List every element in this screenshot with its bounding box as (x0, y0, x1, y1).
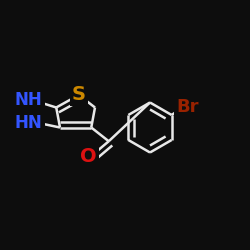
Text: Br: Br (176, 98, 199, 116)
Text: O: O (80, 148, 97, 167)
Text: NH: NH (15, 91, 42, 109)
Text: S: S (72, 85, 86, 104)
Text: HN: HN (15, 114, 42, 132)
